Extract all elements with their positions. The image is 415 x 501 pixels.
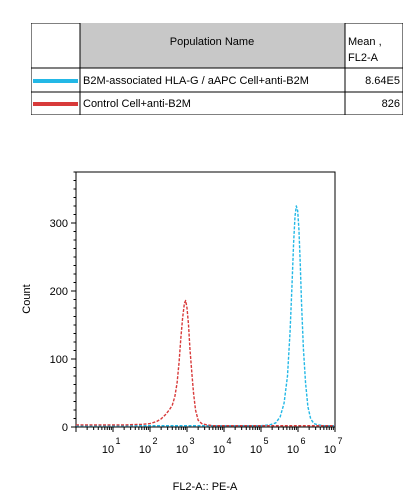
x-tick-label: 10 xyxy=(287,444,299,456)
x-tick-label: 10 xyxy=(213,444,225,456)
series-layer xyxy=(76,205,335,427)
y-axis: 0 100 200 300 xyxy=(50,171,76,434)
x-tick-label: 10 xyxy=(102,444,114,456)
x-tick-label: 10 xyxy=(139,444,151,456)
x-tick-label: 10 xyxy=(324,444,336,456)
y-tick-label: 200 xyxy=(50,286,68,298)
x-axis-label: FL2-A:: PE-A xyxy=(173,481,238,493)
x-tick-exponent: 1 xyxy=(115,436,120,446)
legend-table-header-fill xyxy=(80,23,345,68)
x-tick-exponent: 4 xyxy=(226,436,231,446)
y-axis-label: Count xyxy=(21,284,33,313)
population-name-header: Population Name xyxy=(170,36,254,48)
legend-label-hlag: B2M-associated HLA-G / aAPC Cell+anti-B2… xyxy=(83,75,309,87)
legend-label-control: Control Cell+anti-B2M xyxy=(83,98,191,110)
x-tick-label: 10 xyxy=(176,444,188,456)
mean-header-line1: Mean , xyxy=(348,36,382,48)
population-legend-table: Population Name Mean , FL2-A B2M-associa… xyxy=(31,23,403,115)
histogram-series-control xyxy=(76,299,335,427)
mean-header-line2: FL2-A xyxy=(348,52,379,64)
legend-value-control: 826 xyxy=(382,98,400,110)
histogram-series-hlag xyxy=(76,205,335,427)
x-tick-exponent: 6 xyxy=(300,436,305,446)
y-tick-label: 0 xyxy=(62,422,68,434)
legend-value-hlag: 8.64E5 xyxy=(365,75,400,87)
x-tick-exponent: 7 xyxy=(337,436,342,446)
y-tick-label: 100 xyxy=(50,354,68,366)
y-tick-label: 300 xyxy=(50,218,68,230)
x-tick-exponent: 2 xyxy=(152,436,157,446)
x-tick-exponent: 5 xyxy=(263,436,268,446)
x-tick-label: 10 xyxy=(250,444,262,456)
x-tick-exponent: 3 xyxy=(189,436,194,446)
